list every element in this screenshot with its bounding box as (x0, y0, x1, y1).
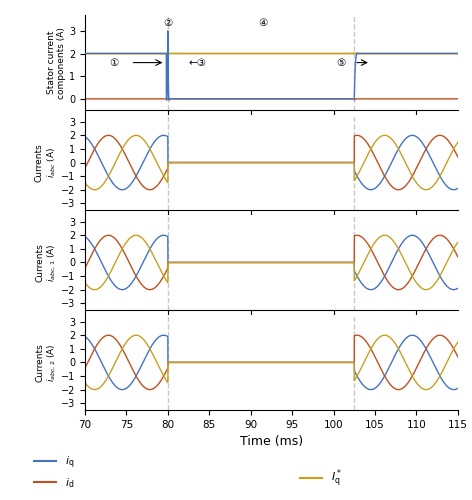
Text: ①: ① (110, 58, 118, 68)
Y-axis label: Stator current
components (A): Stator current components (A) (47, 26, 66, 99)
Legend: $i_\mathrm{q}$, $i_\mathrm{d}$: $i_\mathrm{q}$, $i_\mathrm{d}$ (29, 450, 78, 494)
Text: ④: ④ (259, 18, 268, 28)
Text: ←③: ←③ (188, 58, 207, 68)
X-axis label: Time (ms): Time (ms) (240, 436, 303, 448)
Y-axis label: Currents
$i_{abc,2}$ (A): Currents $i_{abc,2}$ (A) (35, 343, 58, 382)
Text: ②: ② (163, 18, 172, 28)
Y-axis label: Currents
$i_{abc,1}$ (A): Currents $i_{abc,1}$ (A) (35, 243, 58, 282)
Y-axis label: Currents
$i_{abc}$ (A): Currents $i_{abc}$ (A) (35, 143, 58, 182)
Text: ⑤: ⑤ (337, 58, 346, 68)
Legend: $I_\mathrm{q}^*$: $I_\mathrm{q}^*$ (295, 464, 346, 494)
